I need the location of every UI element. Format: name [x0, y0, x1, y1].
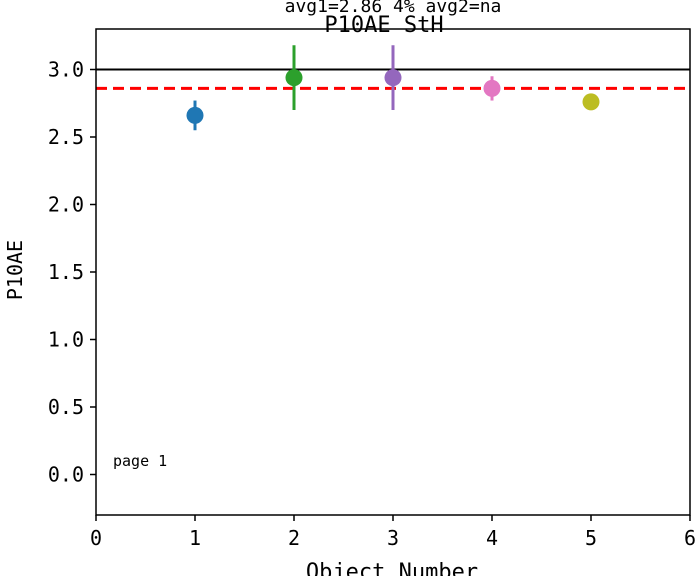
x-tick-label: 2 [288, 526, 300, 550]
plot-area: 0 1 2 3 4 5 6 0.0 0.5 1.0 1.5 2.0 2.5 3.0 [48, 28, 696, 550]
x-tick-label: 3 [387, 526, 399, 550]
y-tick-label: 2.5 [48, 125, 84, 149]
y-axis-label: P10AE [3, 240, 27, 300]
x-tick-label: 6 [684, 526, 696, 550]
x-tick-label: 4 [486, 526, 498, 550]
x-axis-label: Object Number [306, 560, 478, 576]
data-point-5 [582, 93, 600, 111]
page-annotation: page 1 [113, 452, 167, 470]
data-point-2 [285, 69, 303, 87]
chart-subtitle: avg1=2.86 4% avg2=na [285, 0, 502, 17]
data-point-4 [483, 79, 501, 97]
x-tick-label: 5 [585, 526, 597, 550]
data-point-1 [186, 106, 204, 124]
y-tick-label: 0.0 [48, 463, 84, 487]
chart-title: P10AE StH [324, 13, 443, 38]
y-tick-label: 2.0 [48, 193, 84, 217]
y-tick-label: 0.5 [48, 395, 84, 419]
y-tick-label: 3.0 [48, 58, 84, 82]
data-point-3 [384, 69, 402, 87]
y-tick-label: 1.5 [48, 260, 84, 284]
x-tick-label: 0 [90, 526, 102, 550]
y-tick-label: 1.0 [48, 328, 84, 352]
x-tick-label: 1 [189, 526, 201, 550]
